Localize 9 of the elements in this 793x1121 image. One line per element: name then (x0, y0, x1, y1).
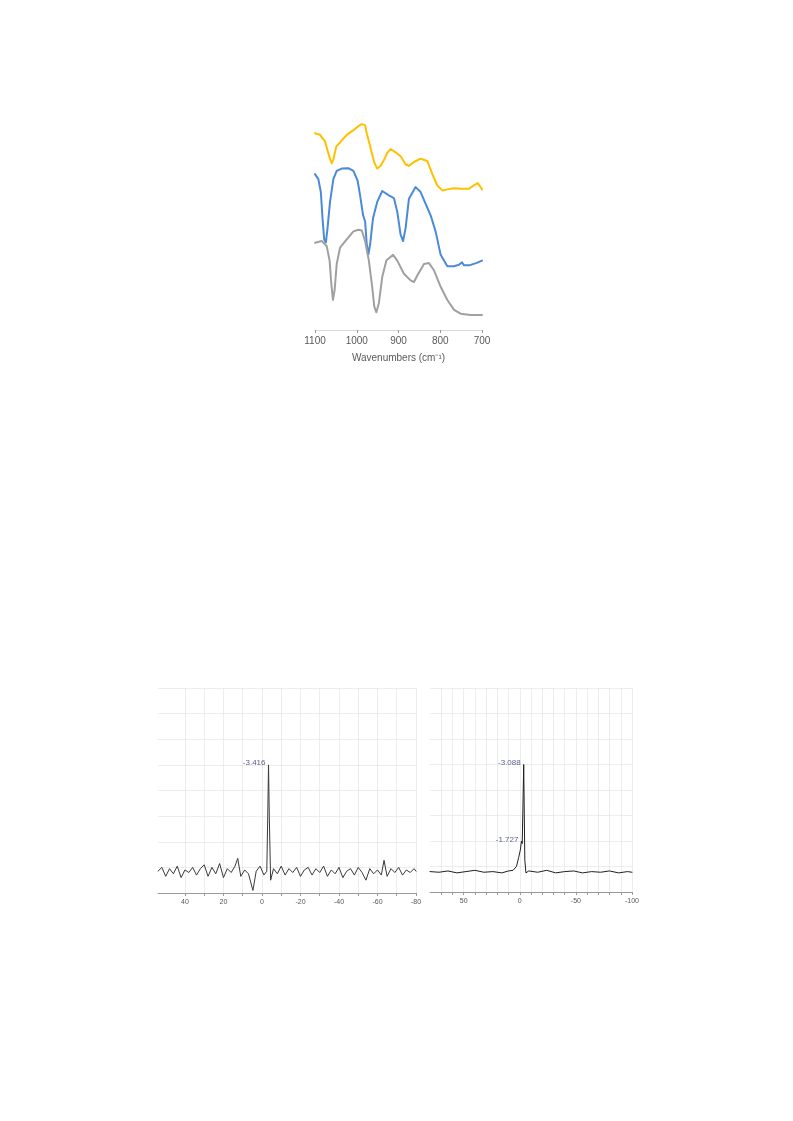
x-tick-label: 1100 (304, 334, 327, 346)
x-axis-title: Wavenumbers (cm⁻¹) (351, 351, 446, 363)
annotation: -3.416 (242, 758, 267, 768)
annotation: -3.088 (498, 758, 522, 767)
x-tick-label: 1000 (345, 334, 369, 346)
annotation: -1.727 (495, 834, 520, 844)
x-tick-label: 800 (431, 334, 450, 346)
x-tick-label: 700 (473, 334, 491, 346)
x-tick-label: 900 (390, 334, 408, 346)
